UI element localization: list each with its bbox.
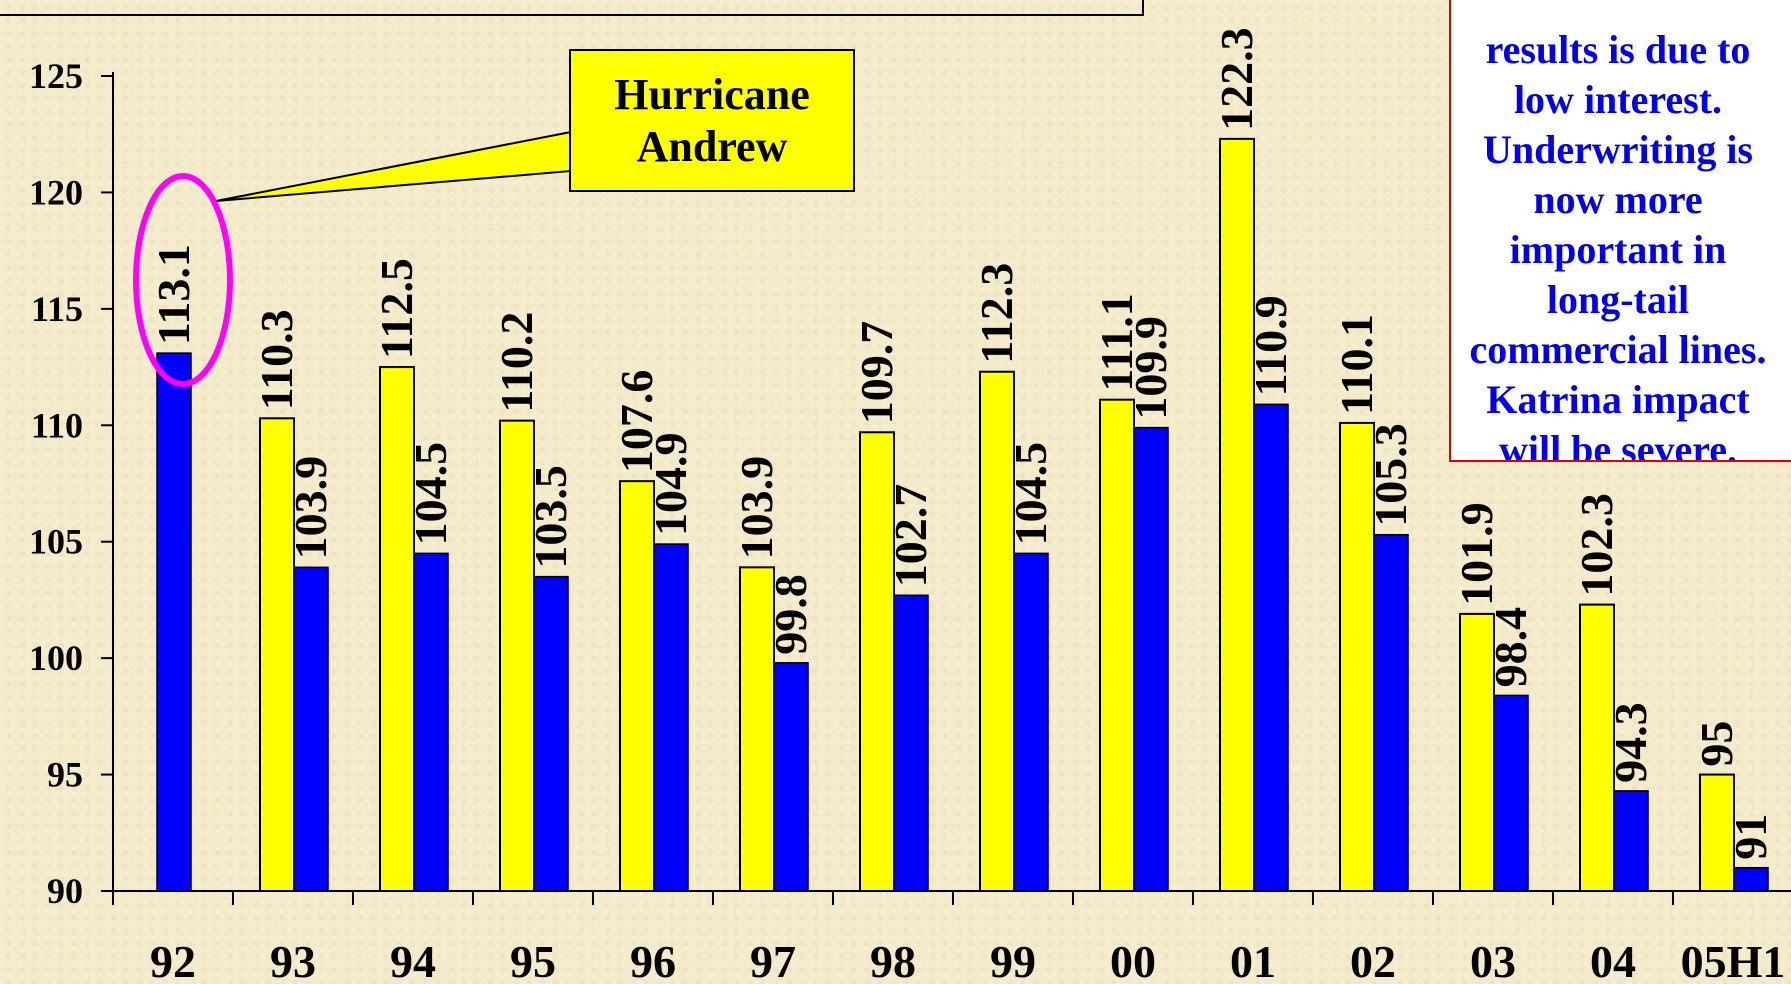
bar-yellow: [499, 419, 535, 892]
data-label-yellow: 111.1: [1091, 293, 1142, 391]
data-label-yellow: 122.3: [1211, 27, 1262, 131]
bar-blue: [773, 662, 809, 892]
y-tick-label: 100: [29, 638, 83, 678]
data-label-yellow: 112.3: [971, 263, 1022, 364]
data-label-blue: 113.1: [148, 244, 199, 345]
bar-blue: [893, 594, 929, 892]
category-label: 92: [150, 936, 196, 984]
category-label: 03: [1470, 936, 1516, 984]
bar-blue: [653, 543, 689, 892]
bar-yellow: [619, 480, 655, 892]
data-label-yellow: 107.6: [611, 370, 662, 474]
data-label-yellow: 112.5: [371, 258, 422, 359]
category-label: 93: [270, 936, 316, 984]
data-label-yellow: 103.9: [731, 456, 782, 560]
data-labels: 113.1 110.3 103.9 112.5 104.5 110.2 103.5 107.6…: [148, 27, 1776, 859]
bar-yellow: [739, 566, 775, 892]
title-frame: [0, 0, 1144, 16]
data-label-blue: 105.3: [1365, 423, 1416, 527]
bar-yellow: [1459, 612, 1495, 893]
bar-blue: [1493, 694, 1529, 892]
data-label-blue: 99.8: [765, 574, 816, 655]
category-label: 97: [750, 936, 796, 984]
y-tick-label: 105: [29, 522, 83, 562]
bar-blue: [156, 352, 192, 892]
bar-blue: [413, 552, 449, 892]
data-label-blue: 103.5: [525, 465, 576, 569]
data-label-yellow: 101.9: [1451, 502, 1502, 606]
data-label-yellow: 110.3: [251, 309, 302, 410]
data-label-blue: 104.9: [645, 433, 696, 537]
category-label: 94: [390, 936, 436, 984]
data-label-blue: 102.7: [885, 484, 936, 588]
data-label-blue: 110.9: [1245, 295, 1296, 396]
data-label-yellow: 95: [1691, 721, 1742, 767]
callout-pointer: [215, 130, 572, 202]
data-label-blue: 104.5: [1005, 442, 1056, 546]
bar-yellow: [1099, 398, 1135, 892]
category-label: 95: [510, 936, 556, 984]
data-label-blue: 103.9: [285, 456, 336, 560]
y-tick-label: 110: [31, 405, 83, 445]
data-label-blue: 91: [1725, 814, 1776, 860]
y-tick-label: 125: [29, 56, 83, 96]
axes: 90 95 100 105 110 115 120 125 92 93 94 95 96 97 98 99 00…: [29, 56, 1791, 984]
category-label: 02: [1350, 936, 1396, 984]
data-label-yellow: 110.1: [1331, 314, 1382, 415]
y-tick-label: 95: [47, 755, 83, 795]
data-label-blue: 98.4: [1485, 607, 1536, 688]
bar-blue: [533, 575, 569, 892]
bar-yellow: [379, 366, 415, 893]
bar-yellow: [259, 417, 295, 892]
data-label-blue: 109.9: [1125, 316, 1176, 420]
bar-yellow: [1699, 773, 1735, 892]
bar-blue: [1253, 403, 1289, 892]
category-label: 04: [1590, 936, 1636, 984]
y-tick-label: 115: [31, 289, 83, 329]
bar-blue: [1613, 790, 1649, 892]
commentary-note-text: results is due to low interest. Underwri…: [1469, 27, 1767, 462]
data-label-blue: 94.3: [1605, 702, 1656, 783]
bar-blue: [1373, 533, 1409, 892]
category-label: 01: [1230, 936, 1276, 984]
y-tick-label: 90: [47, 871, 83, 911]
highlight-ellipse: [133, 173, 233, 387]
data-label-yellow: 102.3: [1571, 493, 1622, 597]
category-label: 00: [1110, 936, 1156, 984]
bar-yellow: [1219, 137, 1255, 893]
bar-yellow: [1579, 603, 1615, 892]
data-label-blue: 104.5: [405, 442, 456, 546]
category-label: 96: [630, 936, 676, 984]
category-label: 98: [870, 936, 916, 984]
bar-blue: [293, 566, 329, 892]
hurricane-andrew-callout: Hurricane Andrew: [569, 49, 855, 192]
bar-blue: [1133, 426, 1169, 892]
commentary-note-box: results is due to low interest. Underwri…: [1449, 0, 1791, 462]
bar-blue: [1013, 552, 1049, 892]
data-label-yellow: 110.2: [491, 312, 542, 413]
data-label-yellow: 109.7: [851, 321, 902, 425]
category-label: 05H1: [1681, 936, 1786, 984]
bars: [156, 137, 1769, 893]
bar-blue: [1733, 866, 1769, 892]
y-tick-label: 120: [29, 172, 83, 212]
category-label: 99: [990, 936, 1036, 984]
